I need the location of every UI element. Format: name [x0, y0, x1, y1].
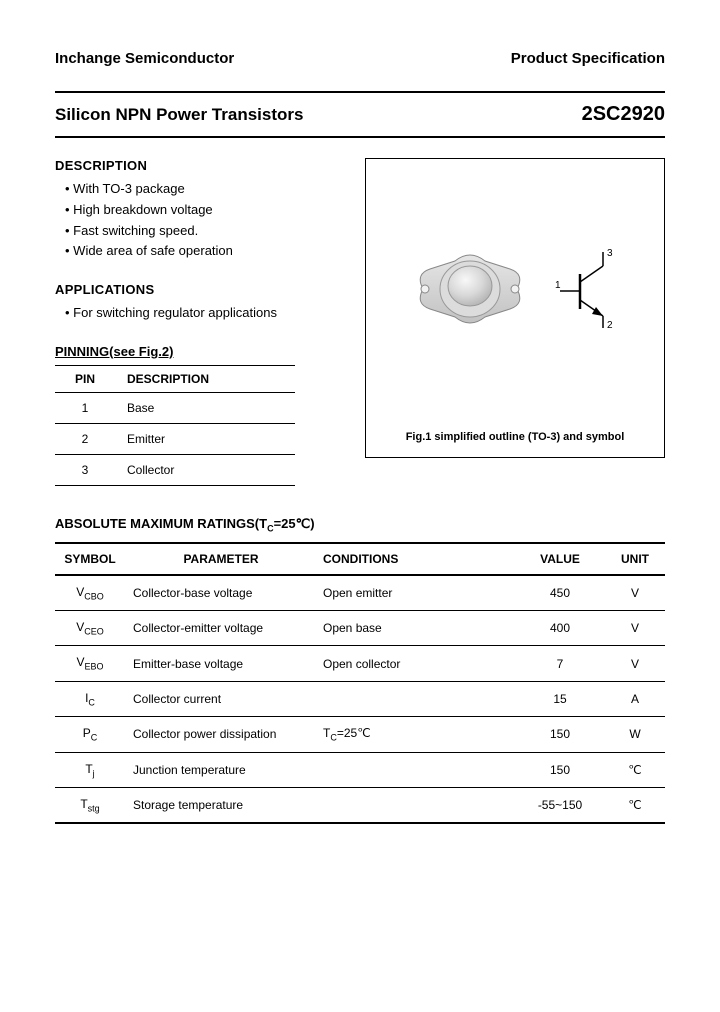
rating-symbol: VEBO — [55, 646, 125, 681]
rating-conditions: Open emitter — [315, 575, 515, 611]
pin-desc: Emitter — [115, 423, 295, 454]
rating-symbol: VCBO — [55, 575, 125, 611]
rating-parameter: Emitter-base voltage — [125, 646, 315, 681]
rating-value: 450 — [515, 575, 605, 611]
pin-desc: Collector — [115, 454, 295, 485]
rating-unit: ℃ — [605, 787, 665, 823]
upper-section: DESCRIPTION With TO-3 package High break… — [55, 158, 665, 486]
table-row: TjJunction temperature 150℃ — [55, 752, 665, 787]
rating-value: 15 — [515, 681, 605, 716]
col-unit: UNIT — [605, 543, 665, 575]
table-row: VEBOEmitter-base voltageOpen collector7V — [55, 646, 665, 681]
col-symbol: SYMBOL — [55, 543, 125, 575]
table-row: 1Base — [55, 392, 295, 423]
table-row: ICCollector current 15A — [55, 681, 665, 716]
rating-symbol: Tj — [55, 752, 125, 787]
rating-parameter: Collector-base voltage — [125, 575, 315, 611]
desc-col-header: DESCRIPTION — [115, 365, 295, 392]
description-item: Wide area of safe operation — [65, 241, 345, 262]
rating-unit: ℃ — [605, 752, 665, 787]
rating-parameter: Junction temperature — [125, 752, 315, 787]
col-parameter: PARAMETER — [125, 543, 315, 575]
figure-caption: Fig.1 simplified outline (TO-3) and symb… — [406, 431, 625, 443]
col-conditions: CONDITIONS — [315, 543, 515, 575]
rating-conditions: Open collector — [315, 646, 515, 681]
rating-conditions — [315, 681, 515, 716]
description-item: High breakdown voltage — [65, 200, 345, 221]
pin-num: 2 — [55, 423, 115, 454]
rating-value: -55~150 — [515, 787, 605, 823]
applications-item: For switching regulator applications — [65, 303, 345, 324]
transistor-symbol-icon: 1 2 3 — [555, 244, 625, 334]
table-row: VCBOCollector-base voltageOpen emitter45… — [55, 575, 665, 611]
page-header: Inchange Semiconductor Product Specifica… — [55, 50, 665, 67]
rating-parameter: Collector-emitter voltage — [125, 610, 315, 645]
table-row: 2Emitter — [55, 423, 295, 454]
pinning-table: PIN DESCRIPTION 1Base2Emitter3Collector — [55, 365, 295, 486]
ratings-table: SYMBOL PARAMETER CONDITIONS VALUE UNIT V… — [55, 542, 665, 825]
col-value: VALUE — [515, 543, 605, 575]
table-row: 3Collector — [55, 454, 295, 485]
left-column: DESCRIPTION With TO-3 package High break… — [55, 158, 345, 486]
rating-value: 150 — [515, 717, 605, 752]
rating-parameter: Collector power dissipation — [125, 717, 315, 752]
rating-symbol: VCEO — [55, 610, 125, 645]
description-item: Fast switching speed. — [65, 221, 345, 242]
part-number: 2SC2920 — [582, 103, 665, 126]
company-name: Inchange Semiconductor — [55, 50, 234, 67]
rating-conditions: TC=25℃ — [315, 717, 515, 752]
pin-num: 1 — [55, 392, 115, 423]
rating-value: 150 — [515, 752, 605, 787]
rating-symbol: IC — [55, 681, 125, 716]
pin2-label: 2 — [607, 320, 613, 331]
pin1-label: 1 — [555, 280, 561, 291]
rating-unit: V — [605, 646, 665, 681]
product-title: Silicon NPN Power Transistors — [55, 105, 303, 125]
pin3-label: 3 — [607, 248, 613, 259]
rating-conditions — [315, 787, 515, 823]
description-item: With TO-3 package — [65, 179, 345, 200]
rating-symbol: PC — [55, 717, 125, 752]
rating-conditions — [315, 752, 515, 787]
description-heading: DESCRIPTION — [55, 158, 345, 173]
figure-box: 1 2 3 Fig.1 simplified outline (TO-3) an… — [365, 158, 665, 458]
applications-heading: APPLICATIONS — [55, 282, 345, 297]
table-row: VCEOCollector-emitter voltageOpen base40… — [55, 610, 665, 645]
rating-parameter: Collector current — [125, 681, 315, 716]
rating-value: 400 — [515, 610, 605, 645]
figure-content: 1 2 3 — [366, 159, 664, 419]
description-list: With TO-3 package High breakdown voltage… — [65, 179, 345, 262]
table-row: PCCollector power dissipationTC=25℃150W — [55, 717, 665, 752]
rating-value: 7 — [515, 646, 605, 681]
spec-label: Product Specification — [511, 50, 665, 67]
rating-unit: V — [605, 575, 665, 611]
title-bar: Silicon NPN Power Transistors 2SC2920 — [55, 91, 665, 138]
pin-col-header: PIN — [55, 365, 115, 392]
table-row: TstgStorage temperature -55~150℃ — [55, 787, 665, 823]
rating-parameter: Storage temperature — [125, 787, 315, 823]
applications-list: For switching regulator applications — [65, 303, 345, 324]
pinning-heading: PINNING(see Fig.2) — [55, 344, 345, 359]
pin-num: 3 — [55, 454, 115, 485]
ratings-heading: ABSOLUTE MAXIMUM RATINGS(TC=25℃) — [55, 516, 665, 534]
rating-unit: A — [605, 681, 665, 716]
rating-unit: V — [605, 610, 665, 645]
to3-package-icon — [405, 239, 535, 339]
pin-desc: Base — [115, 392, 295, 423]
rating-conditions: Open base — [315, 610, 515, 645]
rating-unit: W — [605, 717, 665, 752]
rating-symbol: Tstg — [55, 787, 125, 823]
